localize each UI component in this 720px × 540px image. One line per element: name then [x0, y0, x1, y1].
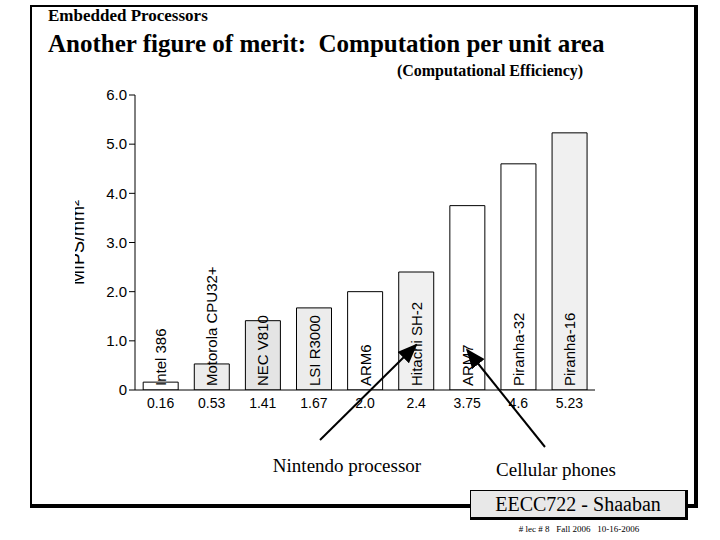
svg-text:ARM7: ARM7	[459, 344, 476, 386]
svg-text:6.0: 6.0	[106, 86, 127, 103]
svg-text:MIPS/mm²: MIPS/mm²	[75, 200, 88, 285]
svg-text:4.0: 4.0	[106, 185, 127, 202]
svg-text:1.67: 1.67	[300, 395, 327, 411]
svg-text:2.0: 2.0	[355, 395, 375, 411]
svg-text:2.0: 2.0	[106, 283, 127, 300]
svg-text:Motorola CPU32+: Motorola CPU32+	[203, 266, 220, 386]
svg-text:0: 0	[119, 381, 127, 398]
svg-text:1.0: 1.0	[106, 332, 127, 349]
html-text:# lec # 8 Fall 2006 10-16-2006: # lec # 8 Fall 2006 10-16-2006	[518, 524, 640, 534]
svg-text:Nintendo processor: Nintendo processor	[273, 455, 422, 476]
svg-text:3.75: 3.75	[454, 395, 481, 411]
html-text:Another figure of merit: Compu: Another figure of merit: Computation per…	[48, 30, 605, 57]
svg-text:Piranha-32: Piranha-32	[510, 313, 527, 386]
svg-text:0.53: 0.53	[198, 395, 225, 411]
svg-text:Intel 386: Intel 386	[152, 328, 169, 386]
html-text:Embedded Processors: Embedded Processors	[48, 6, 208, 25]
svg-text:4.6: 4.6	[509, 395, 529, 411]
svg-text:5.23: 5.23	[556, 395, 583, 411]
svg-text:0.16: 0.16	[147, 395, 174, 411]
svg-text:LSI R3000: LSI R3000	[306, 315, 323, 386]
svg-text:2.4: 2.4	[406, 395, 426, 411]
svg-text:1.41: 1.41	[249, 395, 276, 411]
svg-text:Hitachi SH-2: Hitachi SH-2	[408, 302, 425, 386]
html-text:(Computational Efficiency): (Computational Efficiency)	[396, 62, 584, 79]
svg-text:NEC V810: NEC V810	[254, 315, 271, 386]
svg-text:3.0: 3.0	[106, 234, 127, 251]
svg-text:ARM6: ARM6	[357, 344, 374, 386]
html-text:EECC722 - Shaaban: EECC722 - Shaaban	[495, 493, 661, 515]
svg-text:Cellular phones: Cellular phones	[496, 459, 616, 480]
svg-text:Piranha-16: Piranha-16	[561, 313, 578, 386]
svg-text:5.0: 5.0	[106, 135, 127, 152]
